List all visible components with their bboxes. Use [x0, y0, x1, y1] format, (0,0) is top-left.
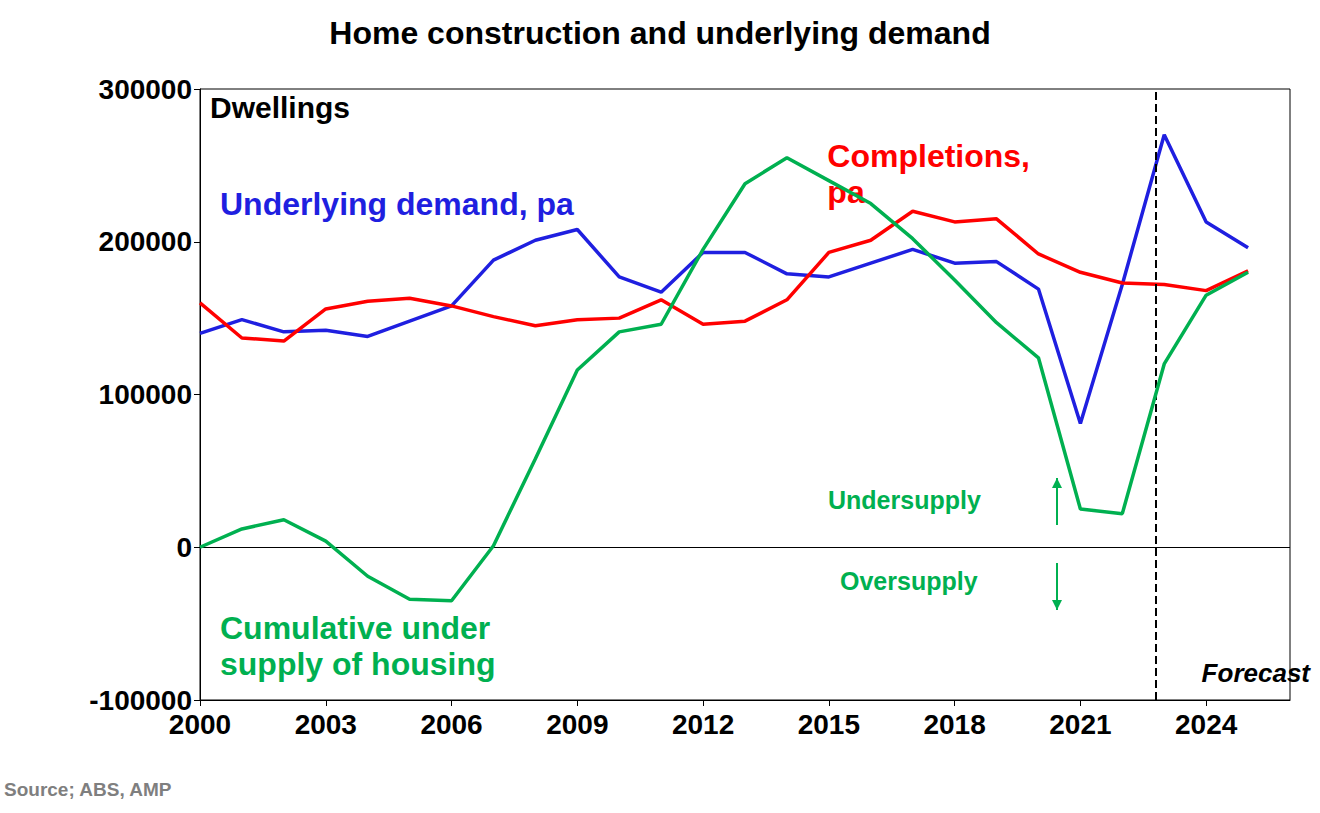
svg-text:2024: 2024	[1175, 709, 1238, 740]
svg-text:supply of housing: supply of housing	[220, 646, 496, 682]
svg-text:-100000: -100000	[89, 684, 192, 716]
svg-text:Undersupply: Undersupply	[828, 486, 981, 514]
svg-text:300000: 300000	[99, 74, 192, 105]
svg-text:100000: 100000	[99, 379, 192, 410]
svg-text:2018: 2018	[923, 709, 985, 740]
svg-text:2006: 2006	[420, 709, 482, 740]
svg-text:2021: 2021	[1049, 709, 1111, 740]
svg-text:2003: 2003	[295, 709, 357, 740]
svg-text:2000: 2000	[169, 709, 231, 740]
svg-text:pa: pa	[827, 174, 865, 210]
svg-text:Source; ABS, AMP: Source; ABS, AMP	[4, 779, 172, 800]
svg-text:2012: 2012	[672, 709, 734, 740]
svg-text:Forecast: Forecast	[1202, 658, 1312, 688]
svg-text:Underlying demand, pa: Underlying demand, pa	[220, 186, 574, 222]
svg-text:2015: 2015	[798, 709, 860, 740]
svg-text:Oversupply: Oversupply	[840, 567, 978, 595]
svg-text:Completions,: Completions,	[827, 138, 1030, 174]
svg-text:2009: 2009	[546, 709, 608, 740]
svg-text:0: 0	[176, 532, 192, 563]
svg-text:200000: 200000	[99, 226, 192, 257]
svg-text:Dwellings: Dwellings	[210, 91, 350, 124]
svg-text:Home construction and underlyi: Home construction and underlying demand	[329, 15, 990, 51]
svg-text:Cumulative under: Cumulative under	[220, 610, 490, 646]
